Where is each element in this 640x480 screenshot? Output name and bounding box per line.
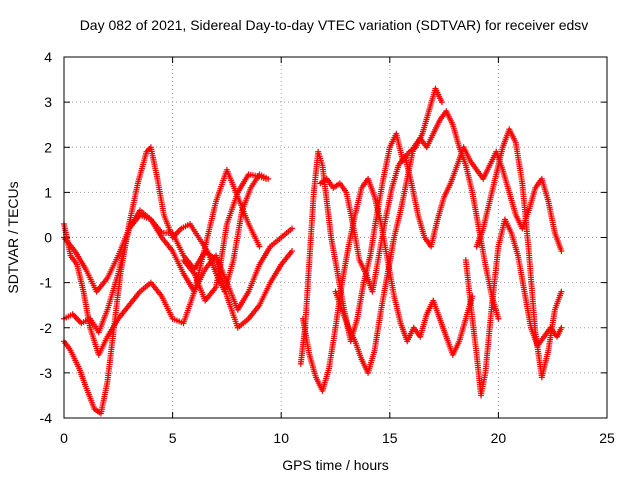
y-tick-label: -3	[40, 365, 53, 381]
data-point-marker	[262, 175, 269, 182]
data-point-marker	[289, 225, 296, 232]
data-point-marker	[558, 248, 565, 255]
x-tick-label: 20	[491, 430, 507, 446]
y-tick-label: -4	[40, 410, 53, 426]
x-tick-label: 10	[273, 430, 289, 446]
y-axis-label: SDTVAR / TECUs	[5, 181, 21, 293]
x-tick-label: 0	[60, 430, 68, 446]
chart-title: Day 082 of 2021, Sidereal Day-to-day VTE…	[80, 17, 589, 33]
y-tick-label: 0	[44, 230, 52, 246]
y-tick-label: 3	[44, 94, 52, 110]
data-point-marker	[289, 248, 296, 255]
plot-frame	[63, 56, 608, 419]
data-point-marker	[256, 243, 263, 250]
x-tick-label: 25	[599, 430, 615, 446]
data-point-marker	[558, 288, 565, 295]
data-point-marker	[438, 99, 445, 106]
data-point-marker	[558, 324, 565, 331]
x-axis-label: GPS time / hours	[282, 457, 389, 473]
y-tick-label: 2	[44, 139, 52, 155]
x-tick-label: 5	[169, 430, 177, 446]
data-marks	[61, 85, 565, 417]
y-tick-label: -1	[40, 275, 53, 291]
y-tick-label: 4	[44, 49, 52, 65]
y-tick-label: -2	[40, 320, 53, 336]
y-tick-label: 1	[44, 184, 52, 200]
data-point-marker	[495, 315, 502, 322]
x-tick-label: 15	[382, 430, 398, 446]
